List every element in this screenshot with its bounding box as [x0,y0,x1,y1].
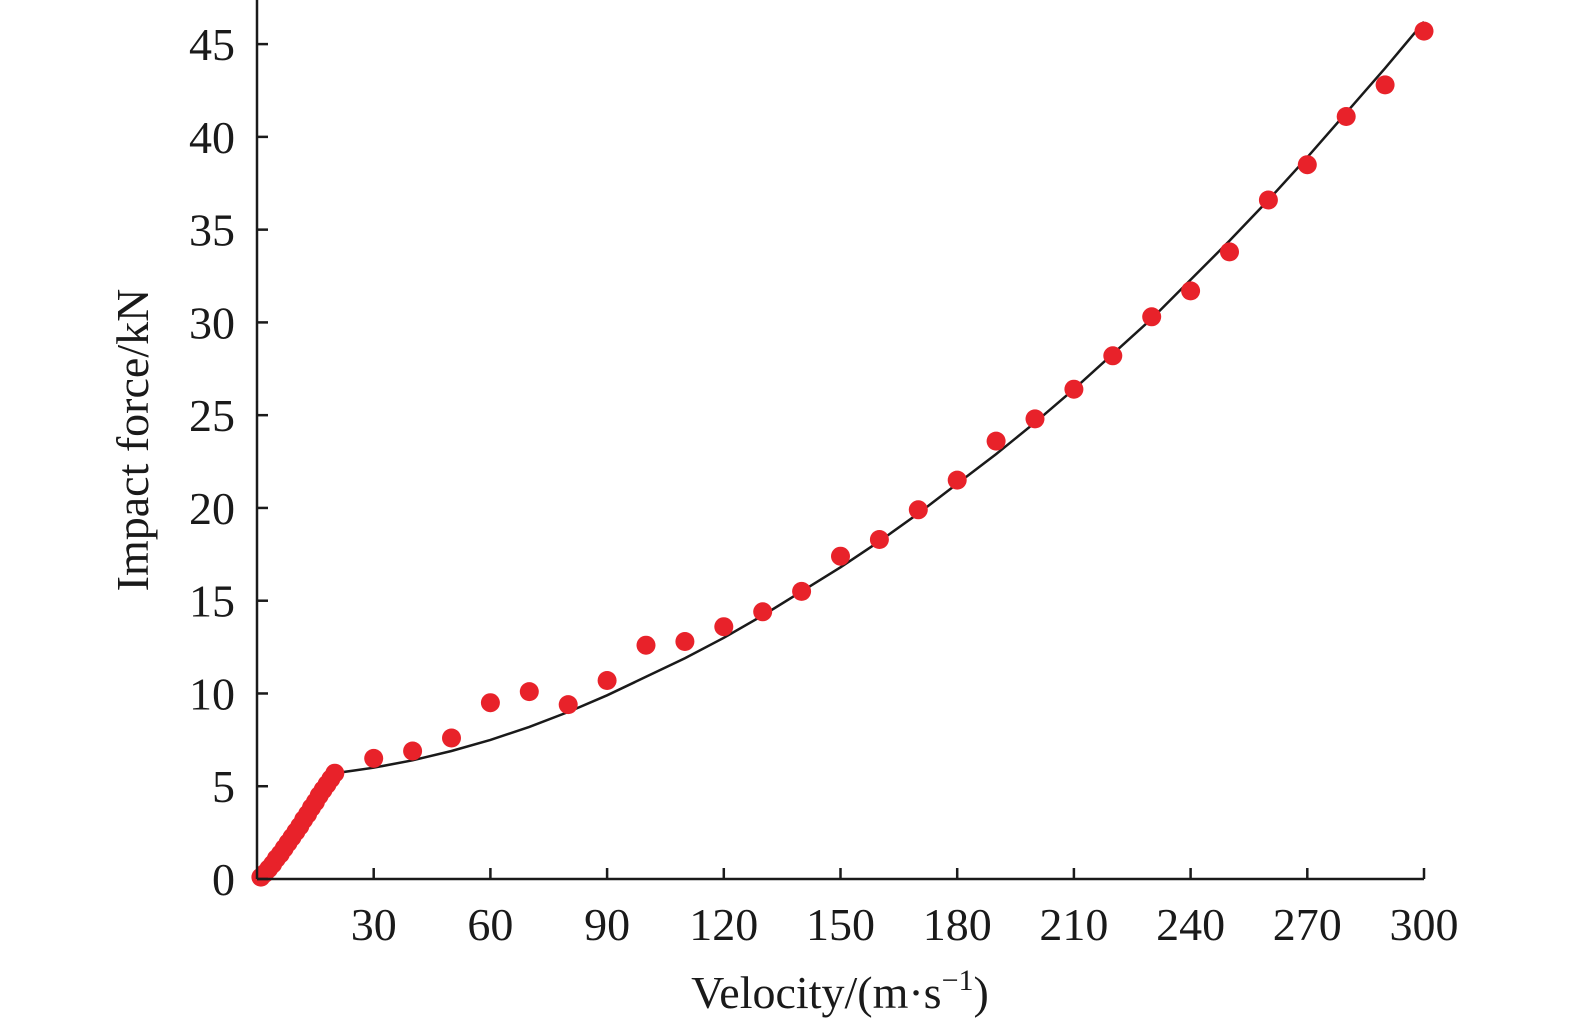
data-point [1142,307,1162,327]
y-tick-label: 10 [189,668,235,719]
data-point [519,682,539,702]
data-point [364,748,384,768]
data-point [792,581,812,601]
x-axis-label-superscript: −1 [942,964,974,997]
data-point [753,602,773,622]
y-tick-label: 30 [189,297,235,348]
data-point [675,632,695,651]
x-tick-label: 60 [467,899,513,950]
x-tick-label: 120 [689,899,758,950]
data-point [1181,281,1201,301]
data-point [597,671,617,690]
data-point [1220,242,1239,262]
plot-area [251,20,1434,887]
data-point [1258,190,1278,210]
y-axis-label: Impact force/kN [107,289,158,592]
axes [255,0,1424,881]
data-point [1297,155,1317,175]
x-tick-label: 300 [1390,899,1459,950]
data-point [558,695,578,715]
data-point [714,617,734,637]
y-tick-label: 40 [189,112,235,163]
data-point [831,546,850,566]
y-tick-label: 5 [212,761,235,812]
y-tick-label: 45 [189,19,235,70]
data-point [947,470,967,490]
x-tick-label: 30 [351,899,397,950]
data-point [908,500,928,520]
data-point [869,530,889,549]
data-point [1025,409,1045,429]
x-tick-label: 180 [923,899,992,950]
fit-curve-line [259,20,1425,879]
y-tick-label: 15 [189,576,235,627]
ticks: 30 60 90 120 150 180 210 240 270 300 0 5 10 15 20 25 30 3… [189,19,1459,950]
data-point [403,741,423,761]
data-point [1414,21,1434,41]
y-tick-label: 20 [189,483,235,534]
x-tick-label: 240 [1156,899,1225,950]
data-point [325,763,345,783]
y-tick-label: 0 [212,854,235,905]
data-point [1336,107,1356,126]
data-point [442,728,461,748]
y-tick-label: 25 [189,390,235,441]
data-point [1064,379,1084,399]
x-tick-label: 90 [584,899,630,950]
data-point [636,635,656,655]
data-point [986,431,1006,451]
x-tick-label: 150 [806,899,875,950]
y-tick-label: 35 [189,205,235,256]
x-tick-label: 210 [1039,899,1108,950]
data-point [480,693,500,713]
x-tick-label: 270 [1273,899,1342,950]
data-point [1375,75,1395,95]
x-axis-label: Velocity/(m·s−1) [691,964,989,1018]
data-point [1103,346,1123,366]
